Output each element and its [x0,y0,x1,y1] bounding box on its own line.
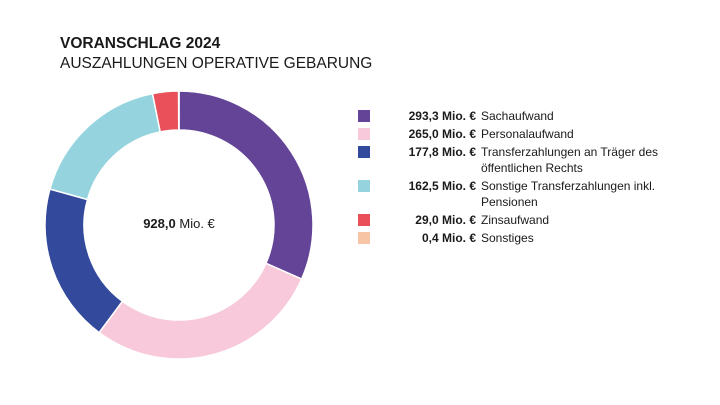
legend-value: 177,8 Mio. € [408,145,476,159]
legend-swatch [358,146,370,158]
legend-item: 265,0 Mio. € Personalaufwand [358,126,681,142]
center-total: 928,0 Mio. € [109,216,249,231]
chart-title: VORANSCHLAG 2024 [60,35,221,52]
legend-swatch [358,128,370,140]
slice-3 [48,92,162,201]
legend-swatch [358,180,370,192]
legend-item: 0,4 Mio. € Sonstiges [358,230,681,246]
legend-item: 293,3 Mio. € Sachaufwand [358,108,681,124]
legend-label: Transferzahlungen an Träger des öffentli… [481,145,658,175]
legend-swatch [358,232,370,244]
legend-value: 265,0 Mio. € [408,127,476,141]
slice-2 [44,188,124,334]
legend-value: 29,0 Mio. € [415,213,476,227]
legend-value: 293,3 Mio. € [408,109,476,123]
legend-item: 162,5 Mio. € Sonstige Transferzahlungen i… [358,178,681,210]
legend-label: Sonstiges [481,231,534,245]
legend: 293,3 Mio. € Sachaufwand 265,0 Mio. € Perso… [358,108,681,248]
slice-0 [178,90,314,281]
legend-item: 177,8 Mio. € Transferzahlungen an Träger … [358,144,681,176]
legend-swatch [358,110,370,122]
legend-label: Personalaufwand [481,127,574,141]
legend-label: Sachaufwand [481,109,554,123]
legend-label: Zinsaufwand [481,213,550,227]
legend-swatch [358,214,370,226]
legend-value: 162,5 Mio. € [408,179,476,193]
slice-1 [98,262,303,360]
chart-subtitle: AUSZAHLUNGEN OPERATIVE GEBARUNG [60,55,373,72]
center-total-unit: Mio. € [179,216,215,231]
legend-value: 0,4 Mio. € [421,231,476,245]
legend-label: Sonstige Transferzahlungen inkl. Pension… [481,179,656,209]
center-total-value: 928,0 [143,216,176,231]
legend-item: 29,0 Mio. € Zinsaufwand [358,212,681,228]
